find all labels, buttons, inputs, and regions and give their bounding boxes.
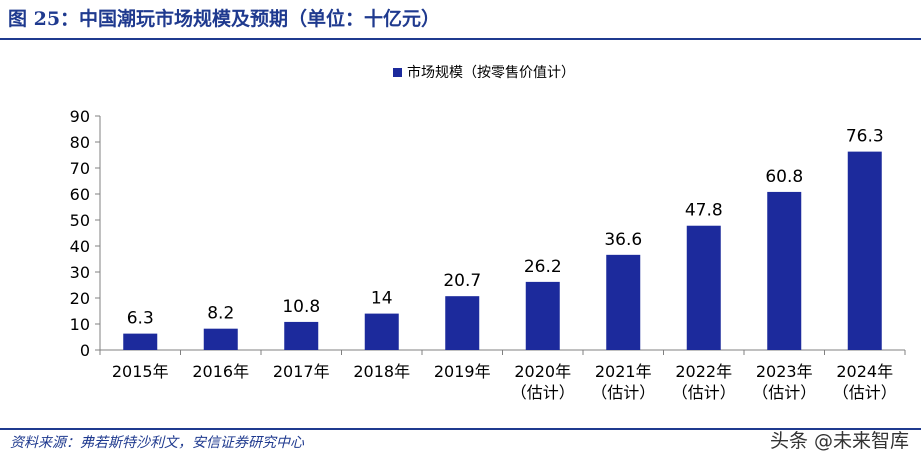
y-tick-label: 10 [70,315,90,334]
data-label: 60.8 [765,167,803,187]
x-tick-label: 2024年 [836,362,893,381]
figure-title: 图 25：中国潮玩市场规模及预期（单位：十亿元） [8,8,441,30]
x-tick-label: （估计） [752,383,816,402]
x-tick-label: （估计） [833,383,897,402]
x-tick-label: 2022年 [675,362,732,381]
data-label: 76.3 [846,127,884,147]
bar [606,254,641,350]
bar [525,281,560,350]
x-tick-label: 2020年 [514,362,571,381]
data-label: 47.8 [685,201,723,221]
y-tick-label: 90 [70,107,90,126]
data-label: 10.8 [282,297,320,317]
bar [445,296,480,350]
bar [203,328,238,350]
title-divider [0,38,921,40]
legend-label: 市场规模（按零售价值计） [407,64,575,81]
x-tick-label: （估计） [511,383,575,402]
x-tick-label: 2023年 [756,362,813,381]
y-tick-label: 60 [70,185,90,204]
y-tick-label: 70 [70,159,90,178]
x-tick-label: 2018年 [353,362,410,381]
bar [284,321,319,350]
bar [364,313,399,350]
x-tick-label: 2021年 [595,362,652,381]
bar [123,333,158,350]
bar [767,191,802,350]
x-tick-label: 2017年 [273,362,330,381]
y-tick-label: 30 [70,263,90,282]
y-tick-label: 80 [70,133,90,152]
y-tick-label: 20 [70,289,90,308]
bar [847,151,882,350]
y-tick-label: 0 [80,341,90,360]
y-tick-label: 40 [70,237,90,256]
x-tick-label: 2015年 [112,362,169,381]
watermark: 头条 @未来智库 [769,430,909,452]
bar-chart: 0 10 20 30 40 50 60 70 80 90 6.3 2015年 8.2 2016年 10.8 2… [70,64,906,402]
data-label: 14 [371,289,393,309]
data-label: 20.7 [443,271,481,291]
bar [686,225,721,350]
footer-divider [0,428,921,430]
x-tick-label: 2016年 [192,362,249,381]
data-label: 26.2 [524,257,562,277]
legend-swatch [393,68,402,77]
source-note: 资料来源：弗若斯特沙利文，安信证券研究中心 [10,435,304,451]
data-label: 6.3 [127,309,154,329]
y-tick-label: 50 [70,211,90,230]
x-tick-label: 2019年 [434,362,491,381]
x-tick-label: （估计） [591,383,655,402]
data-label: 8.2 [207,304,234,324]
data-label: 36.6 [604,230,642,250]
x-tick-label: （估计） [672,383,736,402]
